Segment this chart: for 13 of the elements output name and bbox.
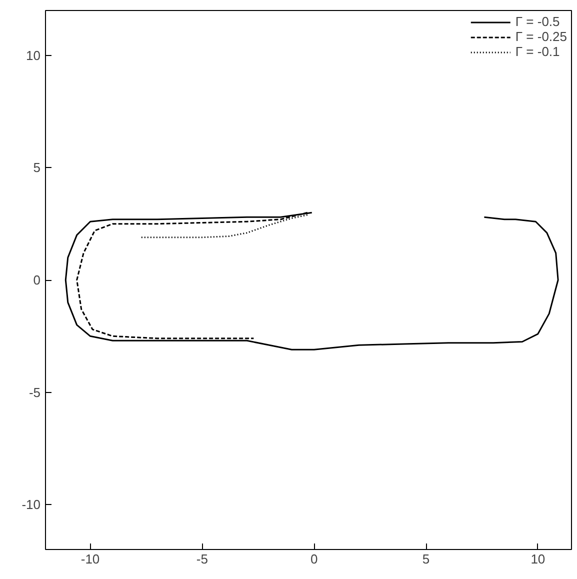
x-tick-label: 0: [310, 552, 318, 566]
x-tick-label: 5: [422, 552, 430, 566]
y-tick-label: 0: [33, 272, 41, 288]
y-tick-label: 10: [26, 48, 41, 63]
x-tick-label: -10: [80, 552, 100, 566]
legend-label: Γ = -0.25: [515, 29, 567, 44]
legend-label: Γ = -0.1: [515, 44, 560, 59]
legend-label: Γ = -0.5: [515, 14, 560, 29]
y-tick-label: -10: [22, 497, 41, 512]
y-tick-label: -5: [28, 384, 41, 400]
x-tick-label: 10: [530, 552, 546, 566]
x-tick-label: -5: [196, 552, 208, 566]
y-tick-label: 5: [33, 160, 41, 176]
